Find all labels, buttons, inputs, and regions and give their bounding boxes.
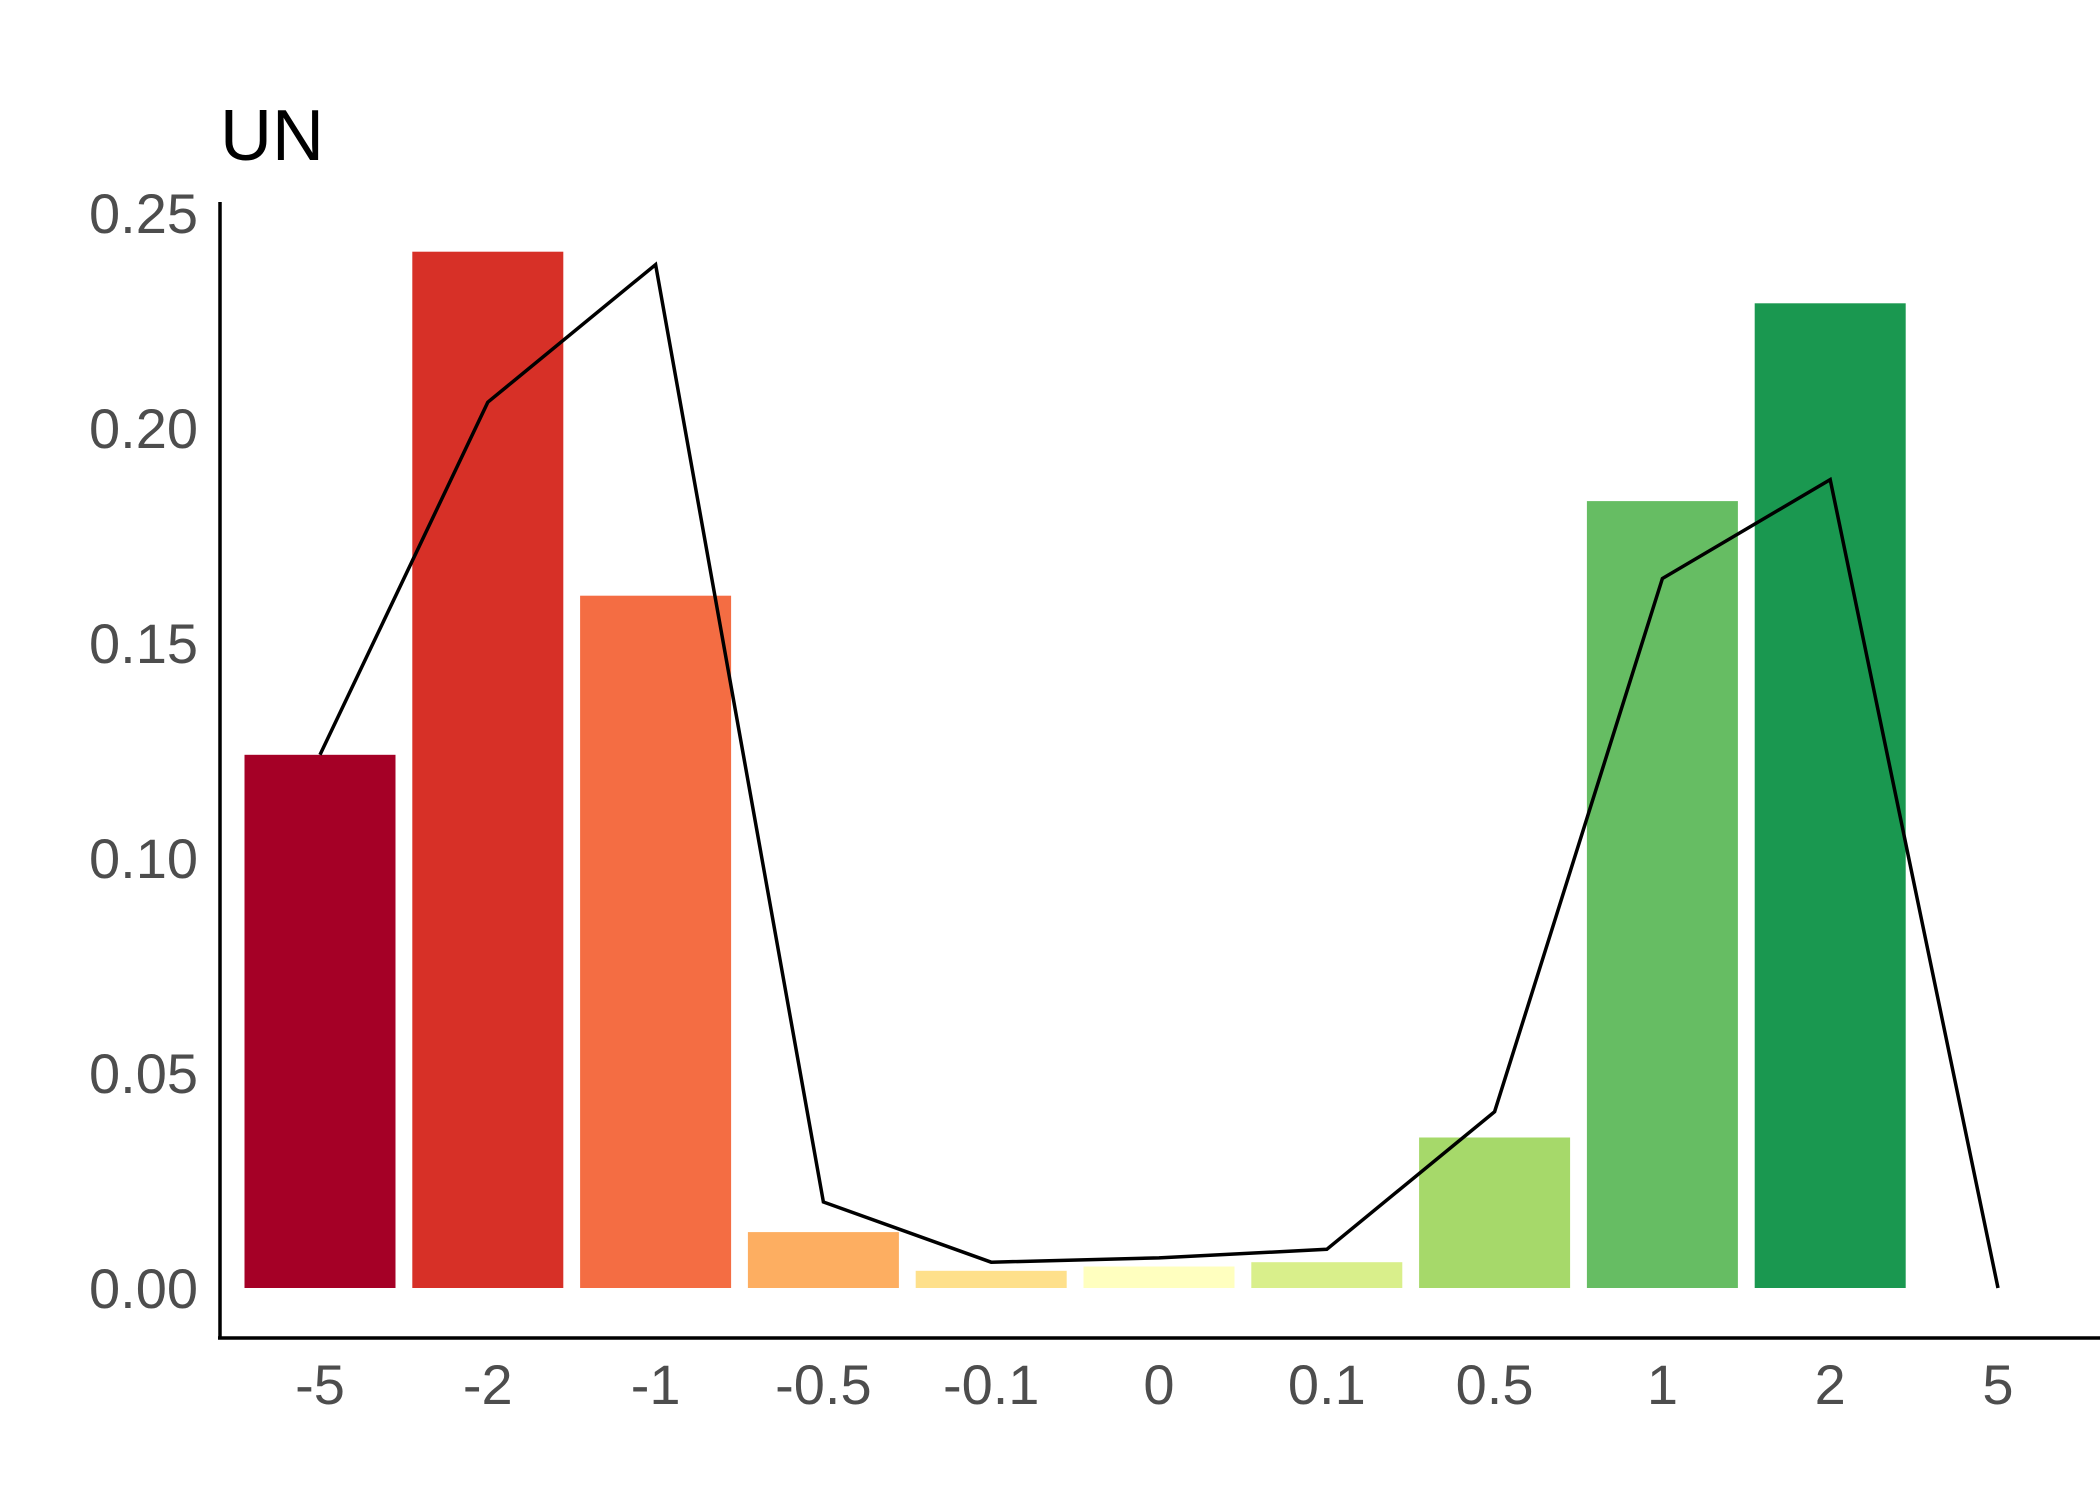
x-tick-label: -1	[631, 1353, 681, 1416]
axes-layer	[218, 202, 2100, 1340]
y-tick-label: 0.00	[89, 1257, 198, 1320]
trend-line	[318, 261, 2000, 1289]
y-tick-label: 0.20	[89, 397, 198, 460]
chart-title: UN	[220, 96, 324, 176]
y-tick-label: 0.05	[89, 1042, 198, 1105]
x-tick-label: 5	[1982, 1353, 2013, 1416]
x-tick-label: 0.5	[1456, 1353, 1534, 1416]
x-tick-label: -2	[463, 1353, 513, 1416]
bar--0.5	[747, 1232, 899, 1288]
y-tick-label: 0.10	[89, 827, 198, 890]
bar-0	[1083, 1266, 1235, 1288]
bar--5	[244, 754, 396, 1288]
y-tick-labels: 0.00 0.05 0.10 0.15 0.20 0.25	[89, 182, 198, 1320]
x-tick-label: 0	[1143, 1353, 1174, 1416]
bar-1	[1586, 501, 1738, 1289]
bar-0.5	[1419, 1137, 1571, 1288]
x-tick-labels: -5 -2 -1 -0.5 -0.1 0 0.1 0.5 1 2 5	[295, 1353, 2013, 1416]
x-tick-label: 1	[1647, 1353, 1678, 1416]
y-tick-label: 0.15	[89, 612, 198, 675]
y-tick-label: 0.25	[89, 182, 198, 245]
x-tick-label: -0.5	[775, 1353, 872, 1416]
bar-2	[1754, 303, 1906, 1288]
bar--0.1	[915, 1270, 1067, 1288]
bar--2	[412, 251, 564, 1289]
bar--1	[580, 595, 732, 1288]
bars-layer	[244, 251, 1906, 1289]
x-tick-label: 0.1	[1288, 1353, 1366, 1416]
x-tick-label: -0.1	[943, 1353, 1040, 1416]
x-tick-label: 2	[1815, 1353, 1846, 1416]
line-layer	[318, 261, 2000, 1289]
x-tick-label: -5	[295, 1353, 345, 1416]
bar-0.1	[1251, 1262, 1403, 1288]
